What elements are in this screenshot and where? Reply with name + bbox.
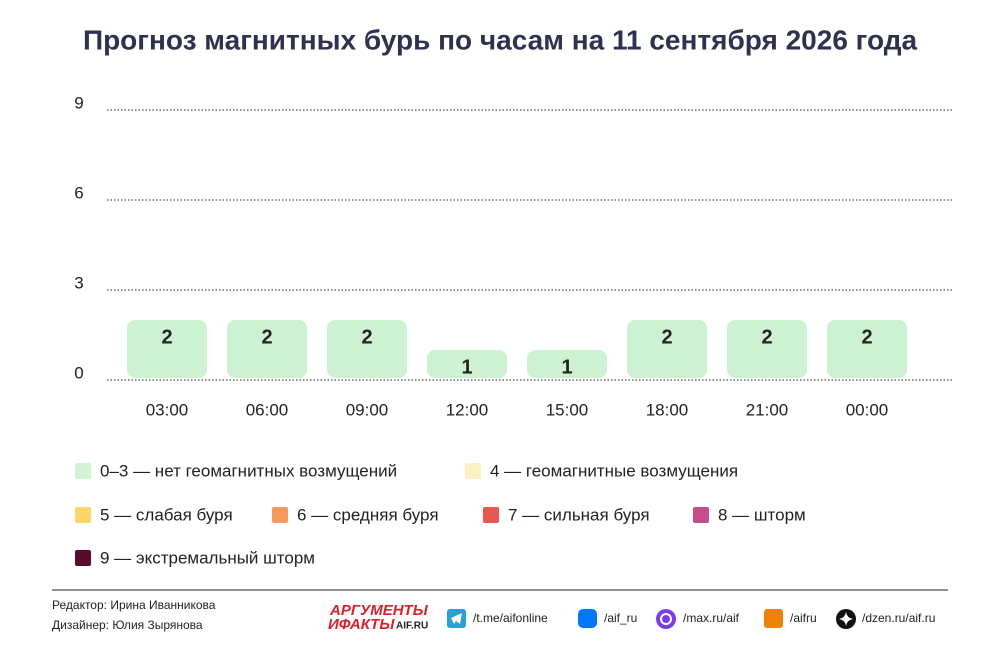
- legend-swatch: [272, 507, 288, 523]
- ok-icon: [764, 609, 783, 628]
- legend-label: 7 — сильная буря: [508, 505, 650, 524]
- x-tick-label: 21:00: [746, 400, 789, 419]
- bar: [427, 350, 507, 378]
- logo: АРГУМЕНТЫ: [329, 602, 429, 619]
- x-tick-label: 00:00: [846, 400, 889, 419]
- editor: Редактор: Ирина Иванникова: [52, 598, 216, 612]
- logo-site: AIF.RU: [396, 621, 428, 632]
- bar: [827, 320, 907, 378]
- legend-swatch: [465, 463, 481, 479]
- legend-label: 4 — геомагнитные возмущения: [490, 461, 738, 480]
- value-label: 1: [561, 356, 572, 378]
- bar: [327, 320, 407, 378]
- value-label: 1: [461, 356, 472, 378]
- legend-swatch: [75, 507, 91, 523]
- value-label: 2: [761, 326, 772, 348]
- legend-swatch: [693, 507, 709, 523]
- value-label: 2: [161, 326, 172, 348]
- legend-swatch: [75, 463, 91, 479]
- logo: ИФАКТЫ: [328, 616, 395, 633]
- x-tick-label: 09:00: [346, 400, 389, 419]
- x-tick-label: 12:00: [446, 400, 489, 419]
- bar: [727, 320, 807, 378]
- legend-label: 9 — экстремальный шторм: [100, 548, 315, 567]
- y-tick-label: 9: [74, 93, 83, 112]
- social-link[interactable]: /max.ru/aif: [683, 611, 740, 625]
- bar: [527, 350, 607, 378]
- bar: [227, 320, 307, 378]
- value-label: 2: [661, 326, 672, 348]
- x-tick-label: 15:00: [546, 400, 589, 419]
- social-link[interactable]: /aif_ru: [604, 611, 637, 625]
- legend-label: 0–3 — нет геомагнитных возмущений: [100, 461, 397, 480]
- x-tick-label: 06:00: [246, 400, 289, 419]
- value-label: 2: [361, 326, 372, 348]
- chart-title: Прогноз магнитных бурь по часам на 11 се…: [83, 24, 918, 55]
- x-tick-label: 03:00: [146, 400, 189, 419]
- x-tick-label: 18:00: [646, 400, 689, 419]
- y-tick-label: 6: [74, 183, 83, 202]
- legend-label: 8 — шторм: [718, 505, 806, 524]
- max-glyph: [660, 613, 672, 625]
- social-link[interactable]: /aifru: [790, 611, 817, 625]
- max-icon: [656, 609, 676, 629]
- social-link[interactable]: /dzen.ru/aif.ru: [862, 611, 935, 625]
- value-label: 2: [861, 326, 872, 348]
- bar: [627, 320, 707, 378]
- designer: Дизайнер: Юлия Зырянова: [52, 618, 203, 632]
- legend-label: 5 — слабая буря: [100, 505, 233, 524]
- value-label: 2: [261, 326, 272, 348]
- legend-label: 6 — средняя буря: [297, 505, 439, 524]
- legend-swatch: [75, 550, 91, 566]
- legend-swatch: [483, 507, 499, 523]
- dzen-glyph: [839, 612, 853, 626]
- y-tick-label: 0: [74, 363, 83, 382]
- telegram-glyph: [451, 613, 462, 624]
- bar: [127, 320, 207, 378]
- social-link[interactable]: /t.me/aifonline: [473, 611, 548, 625]
- y-tick-label: 3: [74, 273, 83, 292]
- vk-icon: [578, 609, 597, 628]
